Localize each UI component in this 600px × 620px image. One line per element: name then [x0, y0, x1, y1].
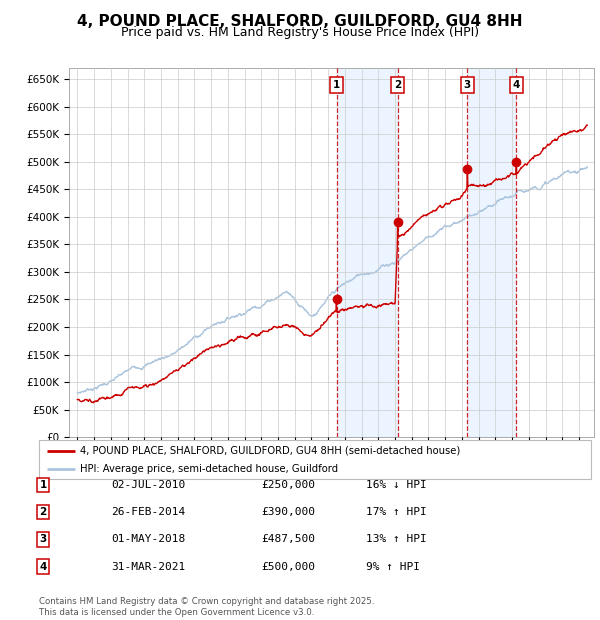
Text: £250,000: £250,000: [261, 480, 315, 490]
Text: 3: 3: [40, 534, 47, 544]
Text: 4: 4: [512, 80, 520, 90]
Text: 9% ↑ HPI: 9% ↑ HPI: [366, 562, 420, 572]
Text: £500,000: £500,000: [261, 562, 315, 572]
Text: Contains HM Land Registry data © Crown copyright and database right 2025.
This d: Contains HM Land Registry data © Crown c…: [39, 598, 374, 617]
Text: 26-FEB-2014: 26-FEB-2014: [111, 507, 185, 517]
Text: 16% ↓ HPI: 16% ↓ HPI: [366, 480, 427, 490]
Text: 3: 3: [464, 80, 471, 90]
Bar: [467, 68, 516, 437]
Text: 4, POUND PLACE, SHALFORD, GUILDFORD, GU4 8HH: 4, POUND PLACE, SHALFORD, GUILDFORD, GU4…: [77, 14, 523, 29]
Bar: [337, 68, 398, 437]
Text: 17% ↑ HPI: 17% ↑ HPI: [366, 507, 427, 517]
Text: £390,000: £390,000: [261, 507, 315, 517]
Text: £487,500: £487,500: [261, 534, 315, 544]
Text: 2: 2: [40, 507, 47, 517]
FancyBboxPatch shape: [39, 440, 591, 479]
Text: 02-JUL-2010: 02-JUL-2010: [111, 480, 185, 490]
Text: 1: 1: [333, 80, 340, 90]
Text: 4: 4: [40, 562, 47, 572]
Text: 01-MAY-2018: 01-MAY-2018: [111, 534, 185, 544]
Text: HPI: Average price, semi-detached house, Guildford: HPI: Average price, semi-detached house,…: [80, 464, 338, 474]
Text: 2: 2: [394, 80, 401, 90]
Text: 4, POUND PLACE, SHALFORD, GUILDFORD, GU4 8HH (semi-detached house): 4, POUND PLACE, SHALFORD, GUILDFORD, GU4…: [80, 446, 461, 456]
Text: 1: 1: [40, 480, 47, 490]
Text: 13% ↑ HPI: 13% ↑ HPI: [366, 534, 427, 544]
Text: 31-MAR-2021: 31-MAR-2021: [111, 562, 185, 572]
Text: Price paid vs. HM Land Registry's House Price Index (HPI): Price paid vs. HM Land Registry's House …: [121, 26, 479, 39]
